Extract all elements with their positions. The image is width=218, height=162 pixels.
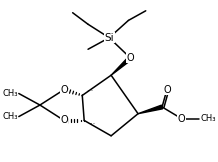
Text: O: O bbox=[60, 116, 68, 125]
Text: O: O bbox=[126, 53, 134, 63]
Polygon shape bbox=[138, 105, 163, 114]
Text: CH₃: CH₃ bbox=[2, 112, 18, 121]
Text: CH₃: CH₃ bbox=[2, 89, 18, 98]
Text: O: O bbox=[60, 85, 68, 95]
Polygon shape bbox=[111, 56, 132, 75]
Text: O: O bbox=[163, 85, 171, 95]
Text: CH₃: CH₃ bbox=[201, 114, 216, 123]
Text: Si: Si bbox=[104, 33, 114, 43]
Text: ···: ··· bbox=[88, 120, 95, 129]
Text: O: O bbox=[177, 114, 185, 123]
Text: ···: ··· bbox=[86, 87, 93, 96]
